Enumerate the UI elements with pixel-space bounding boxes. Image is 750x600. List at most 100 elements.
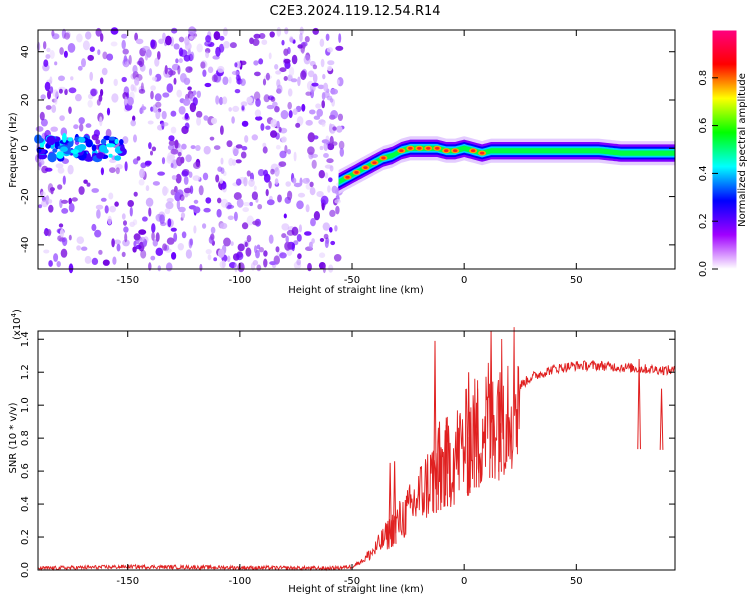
noise-blob	[169, 154, 176, 160]
noise-blob	[154, 57, 160, 67]
noise-blob	[321, 202, 325, 211]
noise-blob	[111, 238, 115, 248]
noise-blob	[262, 146, 268, 154]
noise-blob	[91, 257, 99, 265]
noise-blob	[148, 207, 152, 217]
noise-blob	[101, 67, 108, 76]
noise-blob	[217, 65, 225, 73]
noise-blob	[324, 172, 329, 179]
noise-blob	[196, 117, 202, 126]
noise-blob	[104, 205, 109, 214]
cluster-blob	[108, 153, 113, 158]
noise-blob	[226, 204, 235, 209]
noise-blob	[325, 33, 330, 41]
ridge-hotspot-core	[417, 146, 422, 150]
noise-blob	[218, 96, 224, 106]
noise-blob	[281, 136, 287, 143]
noise-blob	[321, 121, 326, 127]
noise-blob	[75, 93, 82, 102]
noise-blob	[139, 168, 145, 179]
noise-blob	[86, 182, 91, 187]
noise-blob	[61, 208, 69, 214]
noise-blob	[329, 227, 333, 233]
ridge-hotspot-core	[452, 149, 458, 153]
noise-blob	[162, 32, 166, 41]
ridge-band	[338, 143, 675, 187]
cluster-blob	[34, 137, 45, 144]
noise-blob	[160, 122, 169, 127]
noise-blob	[303, 54, 311, 65]
noise-blob	[181, 143, 187, 150]
noise-blob	[184, 112, 189, 120]
noise-blob	[135, 38, 144, 45]
noise-blob	[316, 108, 324, 117]
noise-blob	[222, 76, 229, 85]
noise-blob	[106, 53, 114, 61]
noise-blob	[334, 225, 338, 232]
noise-blob	[213, 257, 218, 262]
noise-blob	[48, 204, 54, 213]
noise-blob	[165, 262, 173, 272]
noise-blob	[166, 237, 175, 245]
noise-blob	[263, 173, 271, 183]
noise-blob	[40, 191, 46, 197]
noise-blob	[274, 178, 279, 185]
noise-blob	[193, 206, 201, 214]
noise-blob	[38, 204, 42, 209]
x-tick-label: 50	[570, 275, 583, 286]
noise-blob	[138, 241, 145, 252]
noise-blob	[124, 96, 128, 106]
noise-blob	[148, 142, 152, 150]
cluster-blob	[77, 144, 87, 151]
noise-blob	[263, 94, 270, 103]
noise-blob	[274, 106, 280, 113]
noise-blob	[127, 200, 134, 207]
noise-blob	[268, 52, 272, 60]
noise-blob	[241, 146, 248, 151]
noise-blob	[170, 148, 179, 155]
cluster-blob	[114, 138, 119, 145]
noise-blob	[43, 230, 50, 235]
noise-blob	[159, 214, 165, 225]
noise-blob	[165, 35, 172, 46]
noise-blob	[190, 51, 195, 61]
noise-blob	[151, 146, 157, 152]
noise-blob	[164, 65, 168, 75]
noise-blob	[122, 136, 129, 145]
snr-spike	[433, 340, 437, 513]
snr-axes: -150 -100 -50 0 50 0.0 0.2 0.4 0.6 0.8 1.0 1.2 1.4	[20, 330, 676, 587]
snr-spike	[637, 359, 641, 450]
noise-blob	[327, 65, 333, 72]
noise-blob	[253, 91, 261, 101]
noise-blob	[111, 93, 119, 103]
noise-blob	[301, 103, 306, 112]
snr-panel: -150 -100 -50 0 50 0.0 0.2 0.4 0.6 0.8 1.0 1.2 1.4 H…	[8, 309, 676, 595]
noise-blob	[155, 247, 164, 256]
noise-blob	[188, 171, 193, 178]
y-tick-label: 20	[20, 94, 31, 107]
noise-blob	[199, 263, 203, 272]
noise-blob	[333, 253, 342, 262]
noise-blob	[195, 145, 201, 151]
noise-blob	[123, 220, 127, 226]
noise-blob	[122, 239, 130, 247]
noise-blob	[68, 203, 75, 213]
cluster-blob	[37, 152, 48, 160]
noise-blob	[288, 110, 293, 119]
snr-spike	[444, 424, 449, 507]
cluster-blob	[96, 152, 105, 160]
noise-blob	[309, 187, 316, 196]
noise-blob	[274, 167, 280, 177]
noise-blob	[68, 106, 72, 114]
noise-blob	[121, 251, 126, 258]
noise-blob	[257, 204, 263, 210]
noise-blob	[176, 89, 182, 98]
noise-blob	[155, 109, 161, 120]
noise-blob	[283, 58, 291, 64]
noise-blob	[53, 253, 59, 262]
noise-blob	[140, 162, 147, 169]
cluster-blob	[52, 148, 58, 153]
noise-blob	[242, 207, 249, 213]
noise-blob	[171, 252, 177, 260]
noise-blob	[266, 104, 275, 110]
